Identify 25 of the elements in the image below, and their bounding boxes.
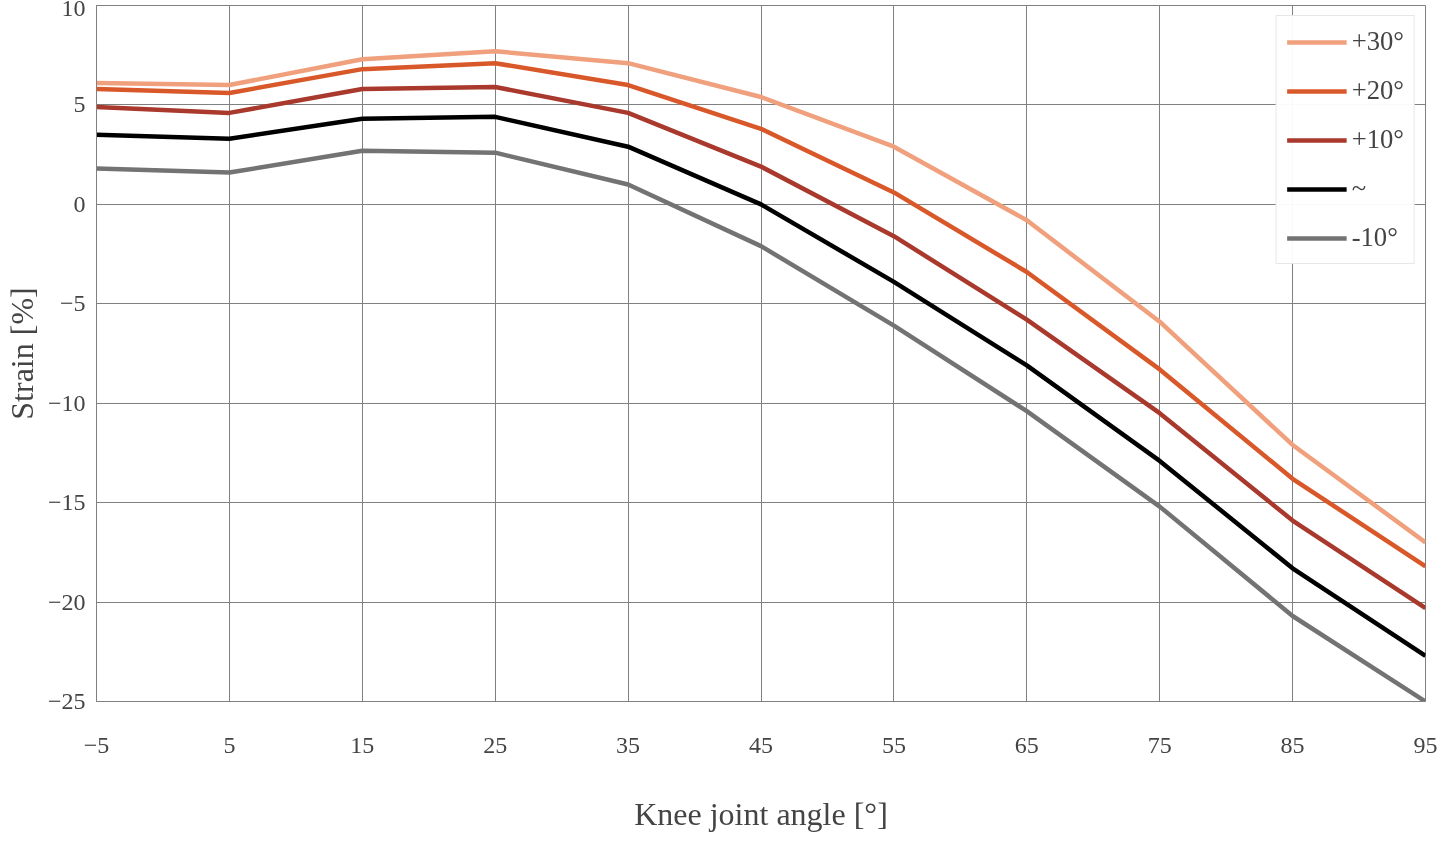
y-tick-label: −20 [47,588,86,615]
x-tick-label: 15 [350,731,375,758]
x-tick-label: 85 [1280,731,1305,758]
y-axis-title: Strain [%] [3,287,40,420]
x-tick-label: 95 [1413,731,1438,758]
x-axis-title: Knee joint angle [°] [634,795,888,832]
x-tick-label: 35 [616,731,641,758]
legend-label: +30° [1351,26,1404,57]
y-tick-label: −25 [47,688,86,714]
y-tick-label: 0 [73,190,86,217]
x-tick-label: 5 [223,731,236,758]
x-tick-label: 55 [881,731,906,758]
x-tick-label: 45 [749,731,773,758]
y-tick-label: −15 [47,489,86,516]
y-tick-label: 5 [73,91,86,118]
y-tick-label: 10 [61,0,86,21]
legend-label: ~ [1351,173,1368,204]
x-tick-label: 25 [483,731,508,758]
x-tick-label: 65 [1014,731,1039,758]
legend-label: -10° [1351,222,1398,253]
y-tick-label: −10 [47,389,86,416]
legend-label: +20° [1351,75,1404,106]
x-tick-label: 75 [1147,731,1172,758]
y-tick-label: −5 [59,290,86,317]
legend-label: +10° [1351,124,1404,155]
